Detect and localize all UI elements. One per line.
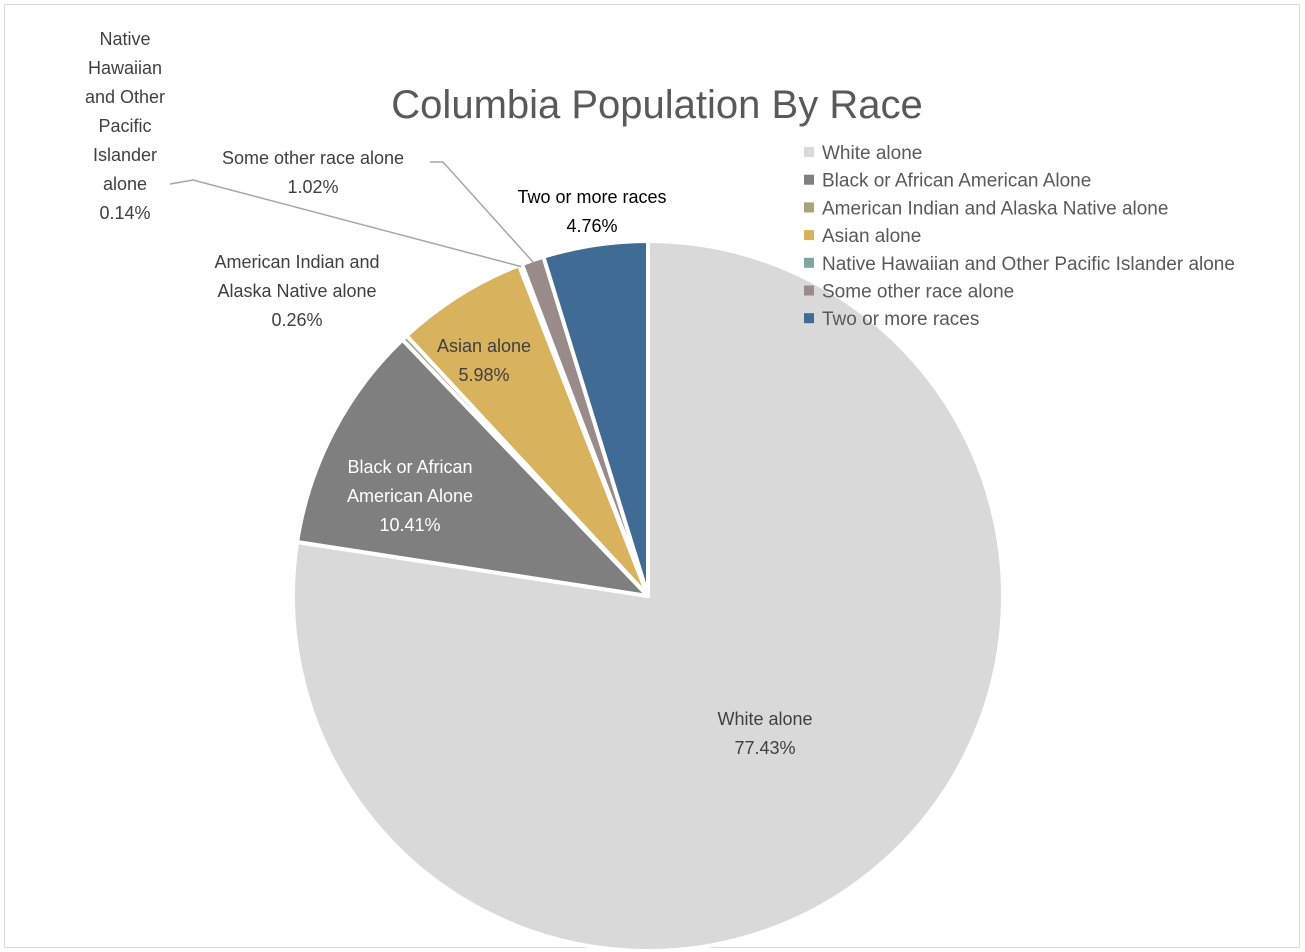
legend-label-two-or-more-races: Two or more races xyxy=(822,309,979,330)
slice-black-or-african-american-alone xyxy=(295,337,650,598)
legend-label-native-hawaiian-and-other-pacific-islander-alone: Native Hawaiian and Other Pacific Island… xyxy=(822,254,1235,275)
legend-label-some-other-race-alone: Some other race alone xyxy=(822,282,1014,303)
data-label-line: Some other race alone xyxy=(222,148,404,168)
legend-swatch-two-or-more-races xyxy=(804,313,814,324)
data-labels: White alone 77.43% Black or African America… xyxy=(85,29,813,758)
data-label-line: 0.14% xyxy=(99,203,150,223)
data-label-some-other-race-alone: Some other race alone 1.02% xyxy=(222,148,404,197)
data-label-line: Islander xyxy=(93,145,157,165)
data-label-line: Asian alone xyxy=(437,336,531,356)
legend-swatch-american-indian-and-alaska-native-alone xyxy=(804,202,814,213)
slice-asian-alone xyxy=(404,263,650,598)
legend-label-white-alone: White alone xyxy=(822,143,922,164)
data-label-native-hawaiian-and-other-pacific-islander-alone: Native Hawaiian and Other Pacific Islander al… xyxy=(85,29,165,223)
data-label-line: White alone xyxy=(717,709,812,729)
legend-swatch-black-or-african-american-alone xyxy=(804,174,814,185)
leader-line-some-other-race-alone xyxy=(430,161,534,263)
data-label-two-or-more-races: Two or more races 4.76% xyxy=(517,187,666,236)
pie-slices xyxy=(291,239,1005,952)
data-label-black-or-african-american-alone: Black or African American Alone 10.41% xyxy=(347,457,473,535)
data-label-line: Native xyxy=(99,29,150,49)
data-label-line: American Alone xyxy=(347,486,473,506)
data-label-american-indian-and-alaska-native-alone: American Indian and Alaska Native alone 0.… xyxy=(214,252,379,330)
data-label-line: and Other xyxy=(85,87,165,107)
data-label-line: Black or African xyxy=(347,457,472,477)
data-label-line: American Indian and xyxy=(214,252,379,272)
data-label-white-alone: White alone 77.43% xyxy=(717,709,812,758)
data-label-line: 77.43% xyxy=(734,738,795,758)
legend-swatch-white-alone xyxy=(804,147,814,157)
data-label-line: 0.26% xyxy=(271,310,322,330)
data-label-line: 5.98% xyxy=(458,365,509,385)
legend-label-black-or-african-american-alone: Black or African American Alone xyxy=(822,171,1091,192)
legend-label-american-indian-and-alaska-native-alone: American Indian and Alaska Native alone xyxy=(822,198,1168,219)
slice-two-or-more-races xyxy=(541,239,650,598)
data-label-asian-alone: Asian alone 5.98% xyxy=(437,336,531,385)
data-label-line: alone xyxy=(103,174,147,194)
data-label-line: Alaska Native alone xyxy=(217,281,376,301)
chart-title: Columbia Population By Race xyxy=(391,83,922,127)
leader-lines xyxy=(169,161,534,268)
data-label-line: 4.76% xyxy=(566,216,617,236)
data-label-line: 10.41% xyxy=(379,515,440,535)
data-label-line: Hawaiian xyxy=(88,58,162,78)
legend-swatch-native-hawaiian-and-other-pacific-islander-alone xyxy=(804,257,814,268)
legend: White alone Black or African American Alo… xyxy=(804,143,1235,330)
legend-label-asian-alone: Asian alone xyxy=(822,226,921,247)
data-label-line: Two or more races xyxy=(517,187,666,207)
legend-swatch-asian-alone xyxy=(804,230,814,241)
data-label-line: 1.02% xyxy=(287,177,338,197)
leader-line-native-hawaiian-and-other-pacific-islander-alone xyxy=(169,179,522,268)
data-label-line: Pacific xyxy=(98,116,151,136)
legend-swatch-some-other-race-alone xyxy=(804,285,814,296)
